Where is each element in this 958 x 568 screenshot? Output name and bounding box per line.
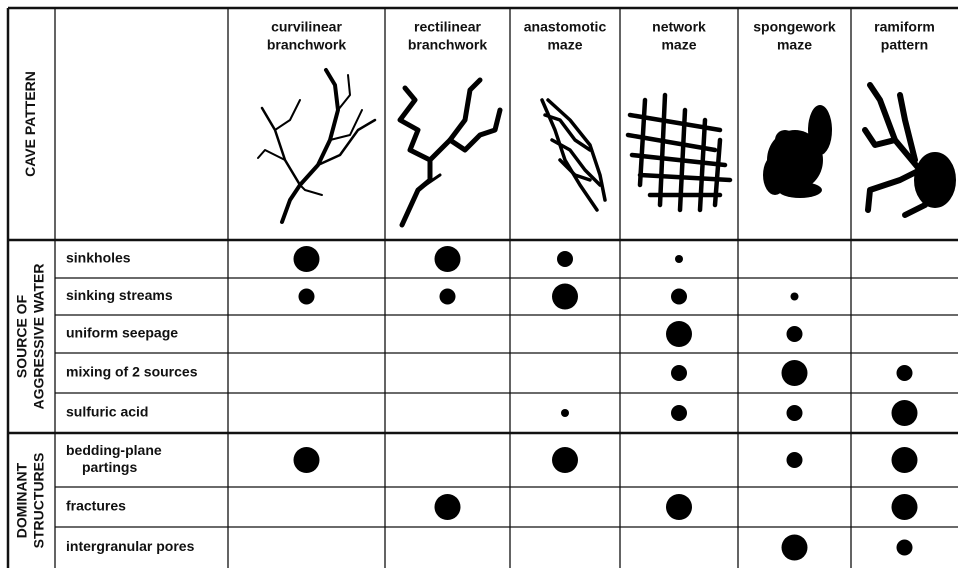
- level-dot: [666, 321, 692, 347]
- level-dot: [671, 365, 687, 381]
- level-dot: [557, 251, 573, 267]
- column-header: ramiform: [874, 19, 935, 35]
- column-header: spongework: [753, 19, 836, 35]
- level-dot: [671, 288, 687, 305]
- group-label: DOMINANT: [14, 462, 30, 538]
- row-label: bedding-plane: [66, 442, 162, 458]
- curvilinear-drawing: [257, 68, 377, 224]
- column-header: branchwork: [267, 37, 347, 53]
- rectilinear-drawing: [397, 77, 503, 228]
- row-label: mixing of 2 sources: [66, 364, 198, 380]
- row-label: intergranular pores: [66, 538, 195, 554]
- level-dot: [786, 405, 803, 421]
- ramiform-drawing: [862, 82, 956, 218]
- level-dot: [790, 292, 799, 301]
- row-label: uniform seepage: [66, 325, 178, 341]
- level-dot: [891, 400, 918, 426]
- level-dot: [786, 326, 803, 342]
- column-header: anastomotic: [524, 19, 607, 35]
- level-dot: [434, 494, 461, 520]
- level-dot: [675, 255, 683, 263]
- column-header: maze: [547, 37, 582, 53]
- level-dot: [781, 360, 808, 386]
- level-dot: [552, 447, 578, 473]
- row-label: partings: [82, 459, 137, 475]
- header-label: CAVE PATTERN: [22, 71, 38, 177]
- column-header: branchwork: [408, 37, 488, 53]
- level-dot: [671, 405, 687, 421]
- level-dot: [552, 283, 578, 310]
- group-label: SOURCE OF: [14, 294, 30, 378]
- level-dot: [293, 447, 320, 473]
- cave-drawings: [257, 68, 956, 228]
- level-dot: [439, 288, 456, 305]
- level-dot: [298, 288, 315, 305]
- row-label: sinkholes: [66, 250, 131, 266]
- row-label: fractures: [66, 498, 126, 514]
- level-dot: [666, 494, 692, 520]
- network-drawing: [625, 92, 733, 213]
- column-header: curvilinear: [271, 19, 342, 35]
- column-header: rectilinear: [414, 19, 481, 35]
- anastomotic-drawing: [540, 98, 607, 212]
- level-dot: [561, 409, 569, 417]
- level-dot: [434, 246, 461, 272]
- level-dot: [891, 447, 918, 473]
- row-label: sulfuric acid: [66, 404, 148, 420]
- row-label: sinking streams: [66, 287, 173, 303]
- level-dot: [781, 534, 808, 561]
- level-dot: [896, 539, 913, 556]
- level-dot: [786, 452, 803, 468]
- column-header: maze: [777, 37, 812, 53]
- level-dot: [891, 494, 918, 520]
- column-header: pattern: [881, 37, 928, 53]
- group-label: STRUCTURES: [31, 453, 47, 549]
- column-header: maze: [661, 37, 696, 53]
- column-header: network: [652, 19, 706, 35]
- level-dot: [896, 365, 913, 381]
- spongework-drawing: [763, 105, 832, 198]
- group-label: AGGRESSIVE WATER: [31, 264, 47, 410]
- level-dot: [293, 246, 320, 272]
